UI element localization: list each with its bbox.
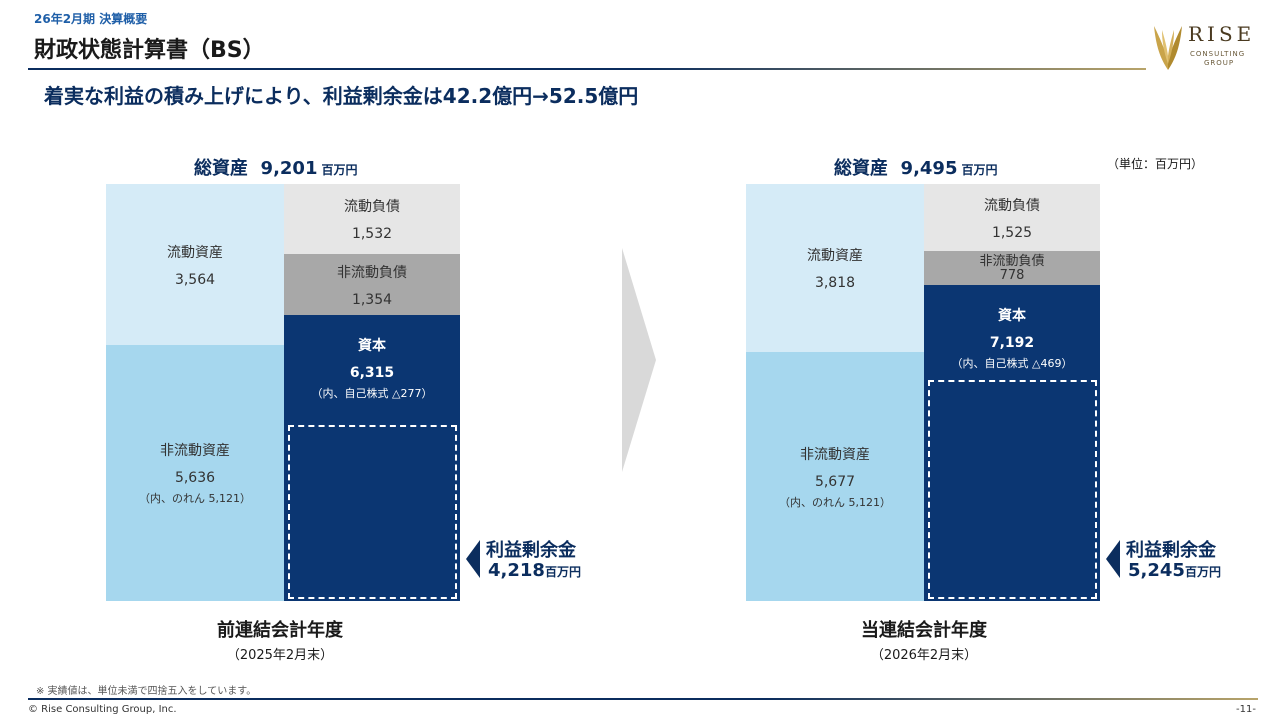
curr-noncurrent-assets-label: 非流動資産 xyxy=(800,446,870,463)
footer-divider xyxy=(28,698,1258,700)
prev-retained-number: 4,218 xyxy=(488,560,545,581)
prev-treasury-note: （内、自己株式 △277） xyxy=(311,387,433,400)
curr-treasury-note: （内、自己株式 △469） xyxy=(951,357,1073,370)
prev-current-assets-block: 流動資産 3,564 xyxy=(106,184,284,345)
logo-subtext-line1: CONSULTING xyxy=(1190,50,1246,58)
callout-pointer-icon xyxy=(1106,540,1120,578)
curr-noncurrent-liabilities-value: 778 xyxy=(999,267,1025,283)
curr-total-assets: 総資産 9,495 百万円 xyxy=(834,154,998,180)
logo-emblem-icon xyxy=(1154,26,1182,70)
curr-noncurrent-assets-value: 5,677 xyxy=(814,473,856,490)
curr-retained-unit: 百万円 xyxy=(1184,565,1221,579)
page-number: -11- xyxy=(1236,704,1256,715)
logo-wordmark: RISE xyxy=(1188,22,1256,46)
page-title: 財政状態計算書（BS） xyxy=(34,38,265,63)
curr-total-unit: 百万円 xyxy=(961,163,998,177)
curr-equity-block xyxy=(924,285,1100,601)
prev-retained-unit: 百万円 xyxy=(544,565,581,579)
prev-period-caption: 前連結会計年度 （2025年2月末） xyxy=(130,616,430,663)
curr-equity-label: 資本 xyxy=(998,308,1026,324)
curr-equity-text: 資本 7,192 （内、自己株式 △469） xyxy=(924,298,1100,378)
curr-period-date: （2026年2月末） xyxy=(870,648,978,663)
curr-noncurrent-liabilities-label: 非流動負債 xyxy=(979,253,1045,269)
curr-current-liabilities-value: 1,525 xyxy=(991,224,1033,241)
company-logo: RISE CONSULTING GROUP xyxy=(1150,20,1260,76)
curr-noncurrent-liabilities-block: 非流動負債 778 xyxy=(924,251,1100,285)
curr-total-value: 9,495 xyxy=(900,158,958,179)
prev-total-assets: 総資産 9,201 百万円 xyxy=(194,154,358,180)
curr-noncurrent-assets-block: 非流動資産 5,677 （内、のれん 5,121） xyxy=(746,352,924,601)
curr-retained-earnings-area xyxy=(928,380,1097,599)
curr-retained-label: 利益剰余金 xyxy=(1126,540,1216,561)
prev-total-label: 総資産 xyxy=(194,158,248,179)
curr-goodwill-note: （内、のれん 5,121） xyxy=(779,495,891,509)
prev-noncurrent-liabilities-block: 非流動負債 1,354 xyxy=(284,254,460,315)
prev-current-liabilities-label: 流動負債 xyxy=(344,199,400,215)
prev-noncurrent-assets-value: 5,636 xyxy=(174,470,216,486)
curr-current-liabilities-label: 流動負債 xyxy=(984,197,1040,214)
prev-retained-earnings-area xyxy=(288,425,457,599)
prev-noncurrent-liabilities-label: 非流動負債 xyxy=(337,264,407,281)
curr-current-assets-block: 流動資産 3,818 xyxy=(746,184,924,352)
logo-subtext-line2: GROUP xyxy=(1204,59,1235,67)
prev-total-value: 9,201 xyxy=(260,158,318,179)
prev-equity-label: 資本 xyxy=(358,338,386,354)
prev-noncurrent-assets-block: 非流動資産 5,636 （内、のれん 5,121） xyxy=(106,345,284,601)
curr-total-label: 総資産 xyxy=(834,158,888,179)
transition-chevron-icon xyxy=(622,248,656,472)
curr-current-assets-value: 3,818 xyxy=(814,275,856,291)
prev-equity-value: 6,315 xyxy=(349,365,395,381)
curr-period-name: 当連結会計年度 xyxy=(861,620,987,641)
unit-note: （単位：百万円） xyxy=(1107,157,1204,171)
curr-retained-value: 5,245百万円 xyxy=(1128,560,1221,581)
prev-current-liabilities-block: 流動負債 1,532 xyxy=(284,184,460,254)
prev-equity-text: 資本 6,315 （内、自己株式 △277） xyxy=(284,330,460,406)
prev-retained-label: 利益剰余金 xyxy=(486,540,576,561)
prev-period-date: （2025年2月末） xyxy=(226,648,334,663)
copyright: © Rise Consulting Group, Inc. xyxy=(28,704,177,715)
curr-period-caption: 当連結会計年度 （2026年2月末） xyxy=(774,616,1074,663)
section-label: 26年2月期 決算概要 xyxy=(34,12,148,26)
prev-noncurrent-assets-label: 非流動資産 xyxy=(160,443,230,459)
prev-current-liabilities-value: 1,532 xyxy=(351,226,393,242)
curr-retained-number: 5,245 xyxy=(1128,560,1185,581)
footnote: ※ 実績値は、単位未満で四捨五入をしています。 xyxy=(36,686,257,697)
title-divider xyxy=(28,68,1146,70)
curr-equity-value: 7,192 xyxy=(989,335,1035,351)
curr-current-liabilities-block: 流動負債 1,525 xyxy=(924,184,1100,251)
prev-noncurrent-liabilities-value: 1,354 xyxy=(351,291,393,308)
prev-goodwill-note: （内、のれん 5,121） xyxy=(139,492,251,505)
logo-subtext: CONSULTING GROUP xyxy=(1190,50,1245,68)
prev-current-assets-value: 3,564 xyxy=(174,271,216,288)
page-subtitle: 着実な利益の積み上げにより、利益剰余金は42.2億円→52.5億円 xyxy=(44,84,639,108)
curr-current-assets-label: 流動資産 xyxy=(807,248,863,264)
prev-equity-block xyxy=(284,315,460,601)
prev-current-assets-label: 流動資産 xyxy=(167,244,223,261)
prev-period-name: 前連結会計年度 xyxy=(217,620,343,641)
callout-pointer-icon xyxy=(466,540,480,578)
prev-total-unit: 百万円 xyxy=(321,163,358,177)
prev-retained-value: 4,218百万円 xyxy=(488,560,581,581)
